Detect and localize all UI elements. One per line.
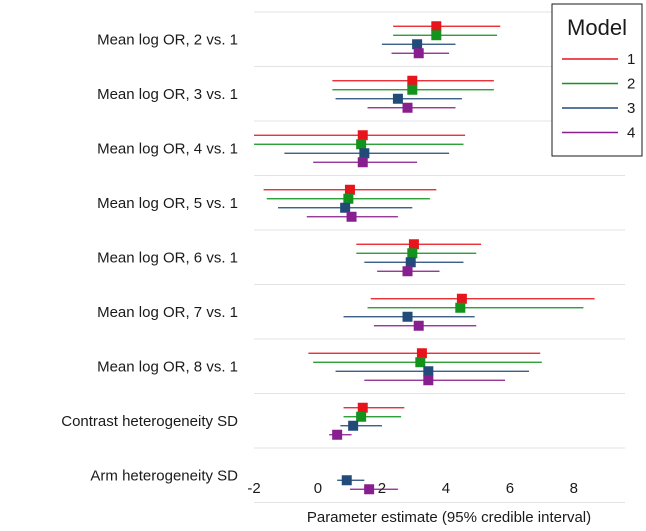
estimate-point <box>413 48 424 59</box>
parameter-label: Contrast heterogeneity SD <box>61 413 238 430</box>
estimate-point <box>456 293 467 304</box>
parameter-labels: Mean log OR, 2 vs. 1 Mean log OR, 3 vs. 1… <box>61 31 238 484</box>
parameter-label: Mean log OR, 8 vs. 1 <box>97 358 238 375</box>
estimate-point <box>341 475 352 486</box>
parameter-label: Arm heterogeneity SD <box>90 467 238 484</box>
x-axis: -2 0 2 4 6 8 <box>247 480 578 497</box>
parameter-label: Mean log OR, 3 vs. 1 <box>97 86 238 103</box>
estimate-point <box>357 130 368 141</box>
estimate-point <box>332 429 343 440</box>
estimate-point <box>346 211 357 222</box>
estimate-point <box>344 184 355 195</box>
estimate-point <box>348 420 359 431</box>
estimate-point <box>340 202 351 213</box>
estimate-point <box>455 302 466 313</box>
estimate-point <box>357 402 368 413</box>
estimate-point <box>402 266 413 277</box>
legend: Model 1 2 3 4 <box>551 3 643 157</box>
estimate-point <box>415 357 426 368</box>
parameter-label: Mean log OR, 6 vs. 1 <box>97 249 238 266</box>
x-tick-label: 0 <box>314 480 322 497</box>
estimate-point <box>405 257 416 268</box>
legend-label: 2 <box>627 76 635 93</box>
x-axis-title: Parameter estimate (95% credible interva… <box>307 509 591 526</box>
estimate-point <box>407 248 418 259</box>
x-tick-label: -2 <box>247 480 260 497</box>
estimate-point <box>392 93 403 104</box>
estimate-point <box>356 139 367 150</box>
estimate-point <box>412 39 423 50</box>
legend-label: 3 <box>627 100 635 117</box>
parameter-label: Mean log OR, 5 vs. 1 <box>97 195 238 212</box>
estimate-point <box>413 320 424 331</box>
estimate-point <box>359 148 370 159</box>
legend-box <box>551 3 643 157</box>
estimate-point <box>416 348 427 359</box>
x-tick-label: 2 <box>378 480 386 497</box>
estimate-point <box>431 30 442 41</box>
estimate-point <box>357 157 368 168</box>
estimate-point <box>431 21 442 32</box>
legend-label: 4 <box>627 125 635 142</box>
estimate-point <box>356 411 367 422</box>
estimate-point <box>407 84 418 95</box>
estimate-point <box>407 75 418 86</box>
legend-label: 1 <box>627 51 635 68</box>
legend-title: Model <box>567 15 627 40</box>
estimate-point <box>343 193 354 204</box>
x-tick-label: 6 <box>506 480 514 497</box>
estimate-point <box>402 102 413 113</box>
legend-entries: 1 2 3 4 <box>562 51 635 142</box>
estimate-point <box>408 239 419 250</box>
x-tick-label: 8 <box>570 480 578 497</box>
row-gridlines <box>254 11 625 503</box>
parameter-label: Mean log OR, 2 vs. 1 <box>97 31 238 48</box>
estimate-point <box>423 366 434 377</box>
parameter-label: Mean log OR, 7 vs. 1 <box>97 304 238 321</box>
estimate-point <box>364 484 375 495</box>
estimate-point <box>402 311 413 322</box>
estimate-point <box>423 375 434 386</box>
parameter-label: Mean log OR, 4 vs. 1 <box>97 140 238 157</box>
x-tick-label: 4 <box>442 480 450 497</box>
estimate-marks <box>254 21 595 495</box>
